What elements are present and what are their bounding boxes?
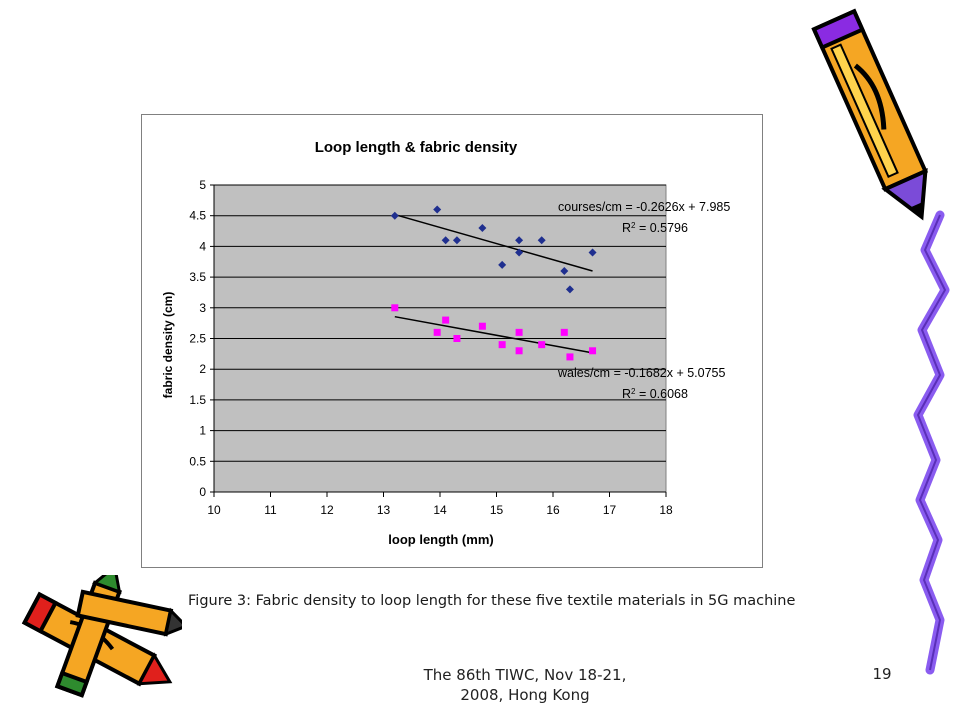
figure-caption: Figure 3: Fabric density to loop length … <box>188 593 796 609</box>
squiggle-line-icon <box>913 210 950 675</box>
chart-title: Loop length & fabric density <box>315 139 518 156</box>
y-tick-label: 3.5 <box>189 270 206 284</box>
data-point <box>478 322 486 330</box>
data-point <box>433 328 441 336</box>
x-axis-label: loop length (mm) <box>388 532 493 547</box>
data-point <box>538 341 546 349</box>
x-tick-label: 14 <box>433 503 447 517</box>
x-tick-label: 17 <box>603 503 617 517</box>
y-tick-label: 1 <box>199 424 206 438</box>
data-point <box>442 316 450 324</box>
data-point <box>515 347 523 355</box>
data-point <box>515 236 524 245</box>
data-point <box>498 260 507 269</box>
data-point <box>515 328 523 336</box>
trendline-1 <box>394 315 593 354</box>
y-tick-label: 5 <box>199 178 206 192</box>
pencil-icon <box>811 8 929 221</box>
x-tick-label: 11 <box>264 503 277 517</box>
data-point <box>560 328 568 336</box>
x-tick-label: 16 <box>546 503 560 517</box>
y-tick-label: 2.5 <box>189 332 206 346</box>
data-point <box>565 285 574 294</box>
y-tick-label: 2 <box>199 362 206 376</box>
x-tick-label: 15 <box>490 503 504 517</box>
footer-line-2: 2008, Hong Kong <box>460 686 590 704</box>
data-point <box>433 205 442 214</box>
data-point <box>589 347 597 355</box>
footer-line-1: The 86th TIWC, Nov 18-21, <box>423 666 627 684</box>
x-tick-label: 18 <box>659 503 673 517</box>
y-tick-label: 3 <box>199 301 206 315</box>
r-squared-label: R2 = 0.6068 <box>622 387 688 402</box>
data-point <box>588 248 597 257</box>
data-point <box>453 335 461 342</box>
y-tick-label: 0 <box>199 485 206 499</box>
footer-text: The 86th TIWC, Nov 18-21, 2008, Hong Kon… <box>380 665 670 705</box>
chart: Loop length & fabric density fabric dens… <box>161 139 730 547</box>
data-point <box>441 236 450 245</box>
y-tick-label: 4.5 <box>189 209 206 223</box>
y-tick-label: 0.5 <box>189 454 206 468</box>
data-point <box>566 353 574 361</box>
plot-layer: 0 0.5 1 1.5 2 2.5 3 3.5 4 4.5 5 10 11 12 13 14 15 16 17 18 c… <box>189 178 730 517</box>
chart-frame: Loop length & fabric density fabric dens… <box>141 114 763 568</box>
page-number: 19 <box>872 665 892 683</box>
data-point <box>391 304 399 312</box>
crayon-icon <box>21 575 182 698</box>
data-point <box>560 266 569 275</box>
data-point <box>515 248 524 257</box>
data-point <box>498 341 506 349</box>
data-point <box>390 211 399 220</box>
x-tick-label: 10 <box>207 503 221 517</box>
trendline-0 <box>394 213 593 272</box>
r-squared-label: R2 = 0.5796 <box>622 221 688 236</box>
y-axis-label: fabric density (cm) <box>161 292 175 399</box>
x-tick-label: 12 <box>320 503 334 517</box>
x-tick-label: 13 <box>377 503 391 517</box>
y-tick-label: 1.5 <box>189 393 206 407</box>
data-point <box>478 223 487 232</box>
data-point <box>537 236 546 245</box>
y-tick-label: 4 <box>199 239 206 253</box>
data-point <box>452 236 461 245</box>
trendline-equation: courses/cm = -0.2626x + 7.985 <box>558 200 730 214</box>
trendline-equation: wales/cm = -0.1682x + 5.0755 <box>557 366 726 380</box>
